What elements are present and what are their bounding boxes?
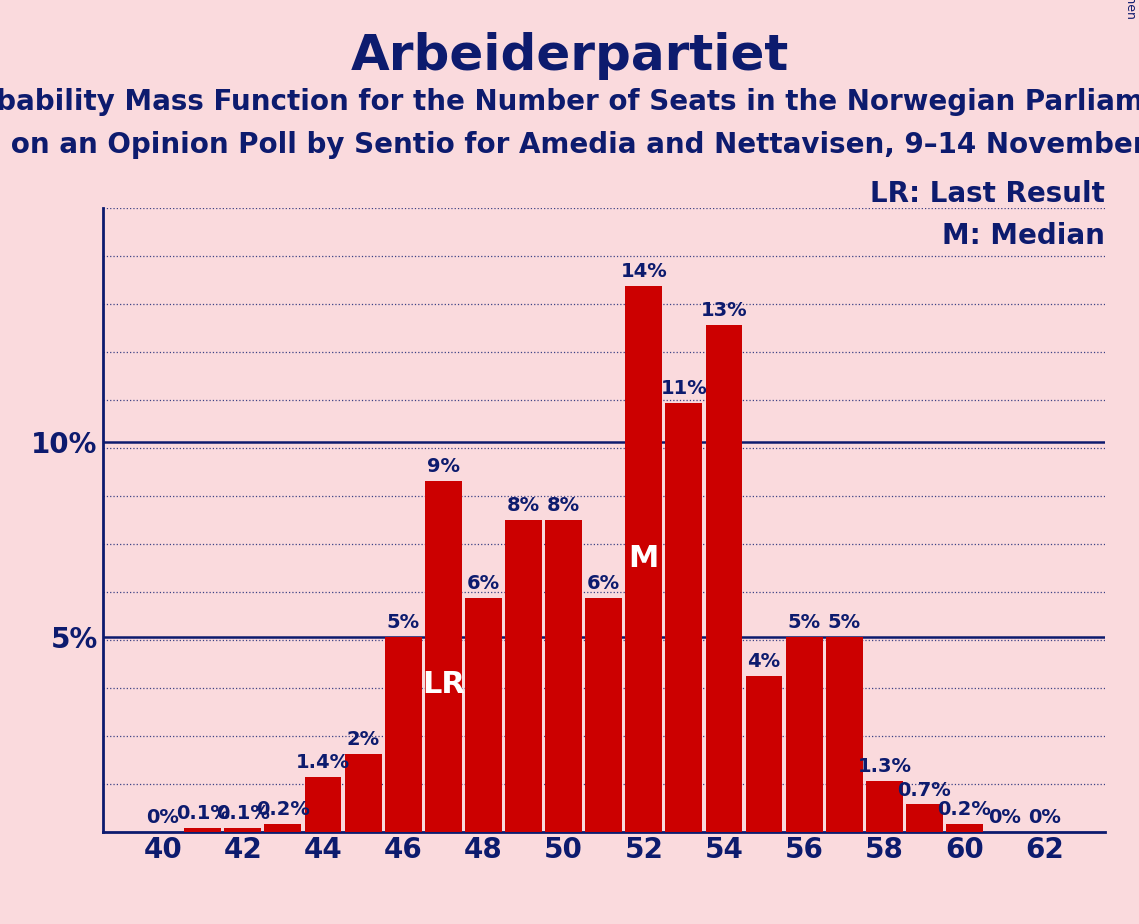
Text: Based on an Opinion Poll by Sentio for Amedia and Nettavisen, 9–14 November 2021: Based on an Opinion Poll by Sentio for A… xyxy=(0,131,1139,159)
Bar xyxy=(665,403,703,832)
Bar xyxy=(385,637,421,832)
Text: 4%: 4% xyxy=(747,652,780,671)
Bar xyxy=(866,781,903,832)
Bar xyxy=(947,824,983,832)
Bar xyxy=(625,286,662,832)
Bar xyxy=(786,637,822,832)
Text: 0%: 0% xyxy=(989,808,1021,827)
Text: © 2025 Filip van Laenen: © 2025 Filip van Laenen xyxy=(1124,0,1137,18)
Text: LR: LR xyxy=(421,670,465,699)
Text: 5%: 5% xyxy=(787,613,821,632)
Text: 8%: 8% xyxy=(547,496,580,515)
Text: 0.7%: 0.7% xyxy=(898,781,951,799)
Text: M: Median: M: Median xyxy=(942,222,1105,249)
Bar xyxy=(546,519,582,832)
Text: M: M xyxy=(629,544,659,573)
Text: 0.2%: 0.2% xyxy=(937,800,991,820)
Bar xyxy=(185,828,221,832)
Text: 1.4%: 1.4% xyxy=(296,753,350,772)
Text: 9%: 9% xyxy=(427,457,460,476)
Text: 2%: 2% xyxy=(346,730,379,749)
Text: 0.2%: 0.2% xyxy=(256,800,310,820)
Bar xyxy=(826,637,862,832)
Bar xyxy=(345,754,382,832)
Text: Probability Mass Function for the Number of Seats in the Norwegian Parliament: Probability Mass Function for the Number… xyxy=(0,88,1139,116)
Bar xyxy=(224,828,261,832)
Text: 14%: 14% xyxy=(621,262,667,281)
Bar xyxy=(505,519,542,832)
Text: 0%: 0% xyxy=(1029,808,1062,827)
Bar xyxy=(746,675,782,832)
Text: 5%: 5% xyxy=(386,613,420,632)
Text: 11%: 11% xyxy=(661,379,707,398)
Text: LR: Last Result: LR: Last Result xyxy=(870,180,1105,208)
Bar xyxy=(465,598,502,832)
Text: 0%: 0% xyxy=(146,808,179,827)
Text: 5%: 5% xyxy=(828,613,861,632)
Text: 13%: 13% xyxy=(700,301,747,320)
Text: 8%: 8% xyxy=(507,496,540,515)
Text: 0.1%: 0.1% xyxy=(175,804,230,823)
Bar xyxy=(906,804,943,832)
Bar xyxy=(705,325,743,832)
Text: 6%: 6% xyxy=(587,574,621,593)
Text: 1.3%: 1.3% xyxy=(858,758,911,776)
Text: Arbeiderpartiet: Arbeiderpartiet xyxy=(351,32,788,80)
Bar xyxy=(264,824,302,832)
Text: 0.1%: 0.1% xyxy=(216,804,270,823)
Bar xyxy=(425,480,461,832)
Bar xyxy=(304,777,342,832)
Bar xyxy=(585,598,622,832)
Text: 6%: 6% xyxy=(467,574,500,593)
